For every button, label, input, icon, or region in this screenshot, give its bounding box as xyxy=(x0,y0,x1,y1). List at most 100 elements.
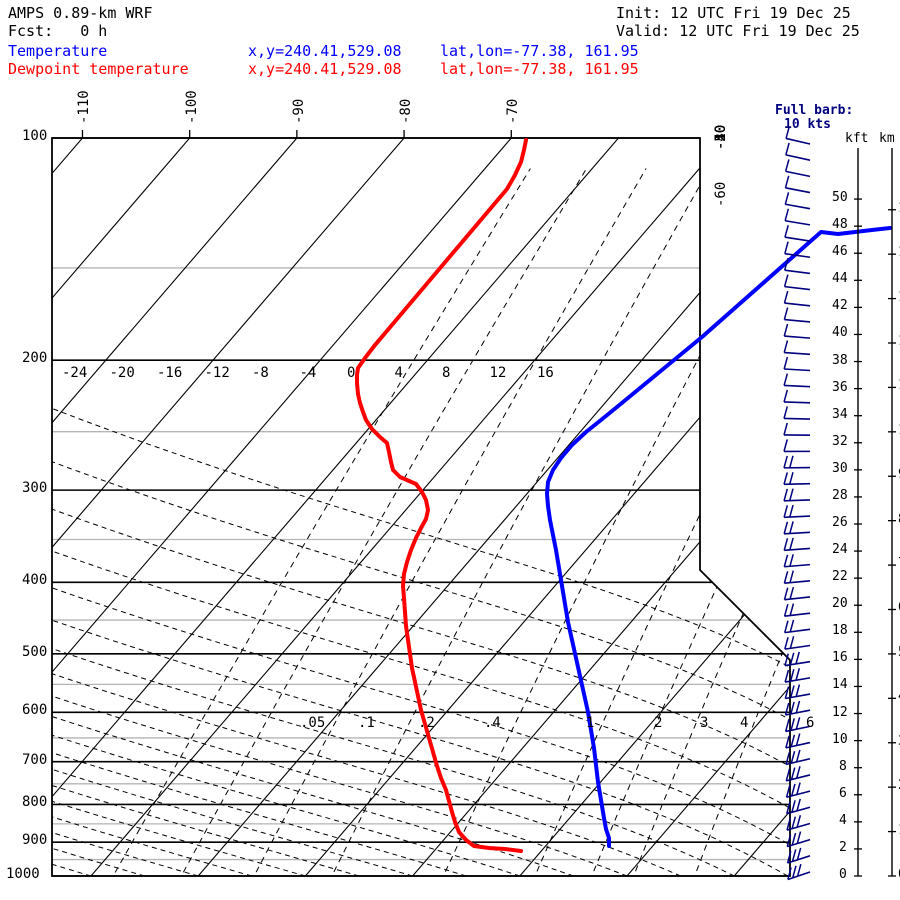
temp-200mb-16: 16 xyxy=(537,365,554,382)
temp-200mb-m24: -24 xyxy=(62,365,88,382)
kft-tick-24: 24 xyxy=(832,542,848,558)
kft-tick-0: 0 xyxy=(839,867,847,882)
axis-ticks xyxy=(81,130,896,877)
isotherm-top--100: -100 xyxy=(183,90,200,124)
kft-tick-8: 8 xyxy=(839,758,847,774)
grid-layer xyxy=(52,137,790,877)
kft-tick-26: 26 xyxy=(832,515,848,530)
legend-dewpoint-xy: x,y=240.41,529.08 xyxy=(248,60,402,78)
kft-tick-14: 14 xyxy=(832,677,848,693)
isotherm-right--60: -60 xyxy=(713,181,729,207)
legend-temperature-latlon: lat,lon=-77.38, 161.95 xyxy=(440,42,639,60)
isotherm-top--90: -90 xyxy=(290,98,307,124)
frame-layer xyxy=(51,137,791,877)
temp-200mb-12: 12 xyxy=(489,365,507,382)
barb-legend-line1: Full barb: xyxy=(775,103,854,118)
pressure-tick-200: 200 xyxy=(22,350,48,367)
pressure-tick-400: 400 xyxy=(22,572,48,589)
kft-tick-38: 38 xyxy=(832,352,848,368)
kft-tick-22: 22 xyxy=(832,569,848,585)
temp-200mb-m16: -16 xyxy=(157,365,183,382)
wind-barb-column xyxy=(783,126,811,881)
temp-200mb-8: 8 xyxy=(442,365,451,382)
pressure-tick-900: 900 xyxy=(22,832,48,849)
kft-tick-10: 10 xyxy=(832,731,848,747)
valid-time: Valid: 12 UTC Fri 19 Dec 25 xyxy=(616,22,860,40)
temp-200mb-m20: -20 xyxy=(109,365,135,382)
kft-tick-16: 16 xyxy=(832,650,848,666)
init-time: Init: 12 UTC Fri 19 Dec 25 xyxy=(616,4,851,22)
km-axis-title: km xyxy=(879,131,895,146)
kft-tick-50: 50 xyxy=(832,190,848,206)
isotherm-top--70: -70 xyxy=(505,98,522,124)
pressure-tick-700: 700 xyxy=(22,751,48,768)
km-tick-2: 2. xyxy=(898,779,900,792)
km-tick-12: 12. xyxy=(898,335,900,348)
sounding-curve-dewpoint-temperature xyxy=(355,138,528,853)
mixing-ratio-6: 6 xyxy=(806,715,815,731)
pressure-tick-500: 500 xyxy=(22,643,48,660)
kft-tick-6: 6 xyxy=(839,785,847,801)
pressure-tick-800: 800 xyxy=(22,794,48,811)
kft-tick-30: 30 xyxy=(832,460,848,476)
km-tick-1: 1. xyxy=(898,824,900,837)
legend-dewpoint-latlon: lat,lon=-77.38, 161.95 xyxy=(440,60,639,78)
mixing-ratio-1: 1 xyxy=(586,715,595,731)
kft-tick-34: 34 xyxy=(832,406,848,422)
isotherm-top--80: -80 xyxy=(398,98,415,124)
kft-tick-48: 48 xyxy=(832,217,848,233)
barb-legend-line2: 10 kts xyxy=(784,117,831,132)
pressure-tick-1000: 1000 xyxy=(6,866,40,882)
temp-200mb-0: 0 xyxy=(347,365,356,382)
km-tick-13: 13. xyxy=(898,291,900,304)
temp-200mb-m8: -8 xyxy=(252,365,269,382)
km-tick-10: 10. xyxy=(898,424,900,437)
km-tick-7: 7. xyxy=(898,557,900,570)
sounding-curves xyxy=(355,138,892,853)
kft-tick-28: 28 xyxy=(832,487,848,503)
km-tick-3: 3. xyxy=(898,735,900,748)
kft-tick-32: 32 xyxy=(832,433,848,449)
pressure-tick-300: 300 xyxy=(22,480,48,497)
mixing-ratio-p4: .4 xyxy=(484,715,501,731)
kft-tick-36: 36 xyxy=(832,379,848,395)
isotherm-top--110: -110 xyxy=(76,90,93,124)
sounding-curve-temperature xyxy=(545,226,892,848)
legend-temperature-label: Temperature xyxy=(8,42,108,60)
kft-tick-12: 12 xyxy=(832,704,848,720)
mixing-ratio-3: 3 xyxy=(700,715,709,731)
kft-tick-2: 2 xyxy=(839,839,847,855)
mixing-ratio-p1: .1 xyxy=(358,715,375,731)
forecast-hour: Fcst: 0 h xyxy=(8,22,108,40)
kft-tick-40: 40 xyxy=(832,325,848,341)
temp-200mb-m4: -4 xyxy=(299,365,317,382)
mixing-ratio-4: 4 xyxy=(740,715,749,731)
mixing-ratio-2: 2 xyxy=(654,715,663,731)
km-tick-9: 9. xyxy=(898,468,900,481)
kft-tick-18: 18 xyxy=(832,623,848,639)
kft-tick-46: 46 xyxy=(832,244,848,260)
mixing-ratio-p2: .2 xyxy=(418,715,435,731)
legend-temperature-xy: x,y=240.41,529.08 xyxy=(248,42,402,60)
legend-dewpoint-label: Dewpoint temperature xyxy=(8,60,189,78)
kft-tick-4: 4 xyxy=(839,812,847,828)
km-tick-5: 5. xyxy=(898,646,900,659)
mixing-ratio-p05: .05 xyxy=(300,715,326,731)
km-tick-11: 11. xyxy=(898,379,900,392)
km-tick-8: 8. xyxy=(898,513,900,526)
km-tick-6: 6. xyxy=(898,601,900,614)
kft-tick-42: 42 xyxy=(832,298,848,314)
kft-tick-20: 20 xyxy=(832,596,848,612)
km-tick-14: 14. xyxy=(898,246,900,259)
km-tick-0: 0. xyxy=(898,868,900,881)
km-tick-15: 15. xyxy=(898,202,900,215)
model-title: AMPS 0.89-km WRF xyxy=(8,4,153,22)
temp-200mb-4: 4 xyxy=(394,365,403,382)
pressure-tick-600: 600 xyxy=(22,702,48,719)
isotherm-right--10: -10 xyxy=(713,124,729,150)
kft-tick-44: 44 xyxy=(832,271,848,287)
km-tick-4: 4. xyxy=(898,690,900,703)
pressure-tick-100: 100 xyxy=(22,128,48,144)
